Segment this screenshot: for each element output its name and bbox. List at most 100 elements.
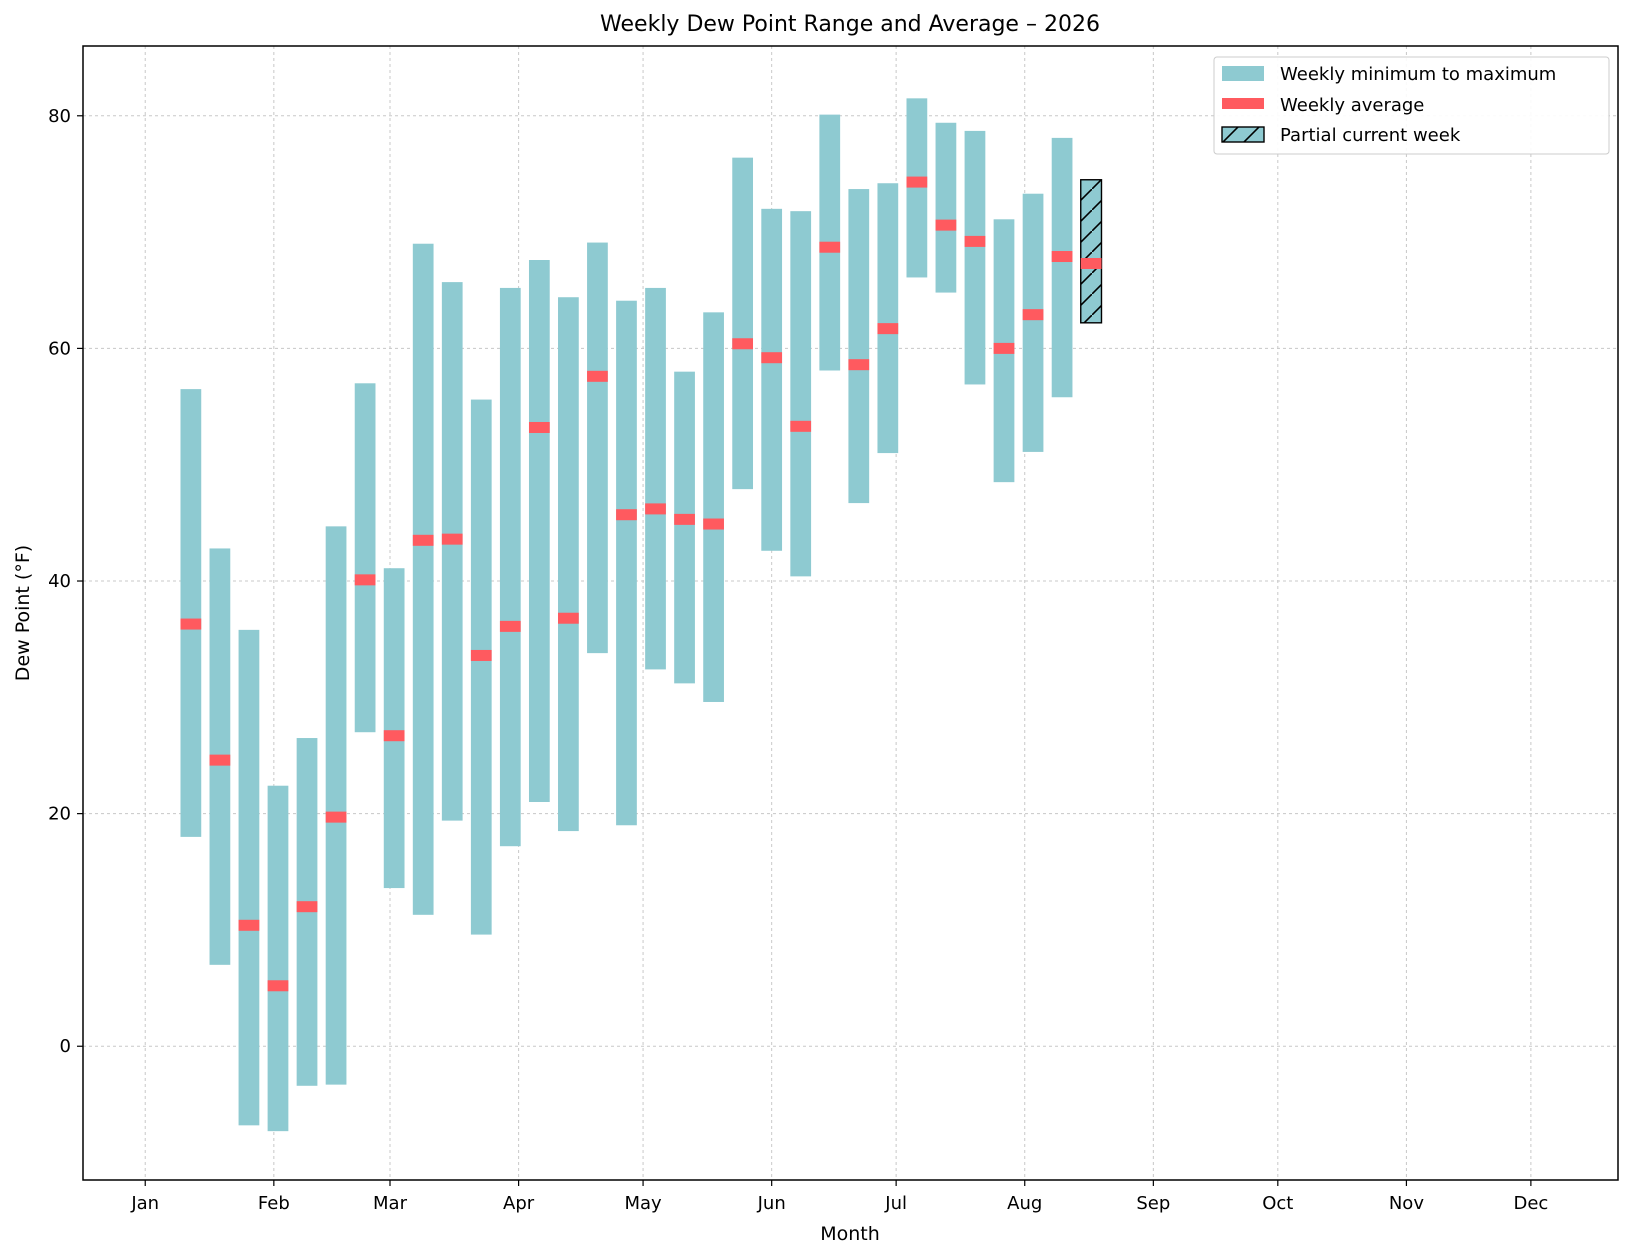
legend-range-swatch [1222,66,1264,81]
legend-partial-label: Partial current week [1280,125,1461,146]
plot-frame [82,45,1619,1181]
week-bar [325,526,347,1085]
range-bar [1051,137,1073,398]
week-bar [238,629,260,1126]
y-axis-title: Dew Point (°F) [12,545,34,681]
average-marker [209,754,231,766]
average-marker [470,649,492,661]
x-tick-label: Oct [1262,1193,1293,1214]
y-tick-label: 80 [48,106,71,127]
average-marker [412,534,434,546]
x-tick-label: Jan [130,1193,159,1214]
week-bar [180,389,202,837]
legend-average-swatch [1222,98,1264,109]
x-tick-label: Jul [884,1193,907,1214]
week-bar [1051,137,1073,398]
average-marker [238,919,260,931]
average-marker [296,901,318,913]
x-tick-label: Sep [1136,1193,1170,1214]
average-marker [993,342,1015,354]
legend: Weekly minimum to maximum Weekly average… [1213,56,1610,155]
average-marker [180,618,202,630]
week-bar [761,208,783,551]
y-tick-label: 40 [48,571,71,592]
x-tick-label: Jun [757,1193,786,1214]
week-bar [877,183,899,454]
range-bar [587,242,608,654]
week-bar [732,157,754,490]
range-bar [441,282,463,821]
week-bar [267,785,289,1132]
average-marker [732,338,754,350]
x-tick-label: Nov [1389,1193,1424,1214]
x-axis-ticks: Jan Feb Mar Apr May Jun Jul Aug Sep Oct Nov Dec [130,1180,1548,1214]
range-bar [703,312,724,702]
average-marker [616,509,637,521]
week-bar [499,287,521,847]
week-bar [470,399,492,935]
week-bar [558,297,579,832]
range-bar [877,183,899,454]
average-marker [761,352,783,364]
range-bar [732,157,754,490]
week-bar [209,548,231,965]
range-bar [180,389,202,837]
range-bar [267,785,289,1132]
x-tick-label: May [624,1193,662,1214]
average-marker [877,323,899,335]
range-bar [558,297,579,832]
average-marker [528,421,550,433]
range-bar [616,300,637,826]
average-marker [441,533,463,545]
x-tick-label: Feb [258,1193,290,1214]
y-axis-ticks: 0 20 40 60 80 [48,106,83,1057]
average-marker [674,513,695,525]
range-bar [906,98,928,278]
legend-average-label: Weekly average [1280,95,1424,116]
bars [180,98,1103,1132]
range-bar [674,371,695,684]
week-bar [296,738,318,1086]
range-bar [412,243,434,915]
week-bar [674,371,695,684]
average-marker [499,620,521,632]
week-bar [819,114,841,371]
range-bar [848,189,870,504]
week-bar [964,130,986,385]
average-marker [703,518,724,530]
average-marker [819,241,841,253]
chart-title: Weekly Dew Point Range and Average – 202… [600,12,1100,37]
average-marker [790,420,812,432]
range-bar [964,130,986,385]
legend-partial-hatch [1222,127,1264,142]
average-marker [354,574,376,586]
range-bar [499,287,521,847]
average-marker [587,370,608,382]
range-bar [383,568,405,889]
week-bar [703,312,724,702]
x-tick-label: Mar [373,1193,408,1214]
range-bar [354,383,376,733]
legend-range-label: Weekly minimum to maximum [1280,64,1556,85]
x-tick-label: Dec [1513,1193,1548,1214]
average-marker [848,359,870,371]
average-marker [964,235,986,247]
x-axis-title: Month [820,1223,880,1245]
y-tick-label: 0 [60,1036,71,1057]
average-marker [558,612,579,624]
average-marker [267,980,289,992]
week-bar [616,300,637,826]
week-bar [935,122,957,293]
range-bar [790,211,812,577]
week-bar [441,282,463,821]
legend-box [1213,56,1610,155]
week-bar [383,568,405,889]
week-bar [528,260,550,802]
average-marker [1080,257,1102,269]
week-bar [993,219,1015,483]
range-bar [470,399,492,935]
week-bar [1022,193,1044,452]
x-tick-label: Aug [1007,1193,1042,1214]
average-marker [1051,251,1073,263]
